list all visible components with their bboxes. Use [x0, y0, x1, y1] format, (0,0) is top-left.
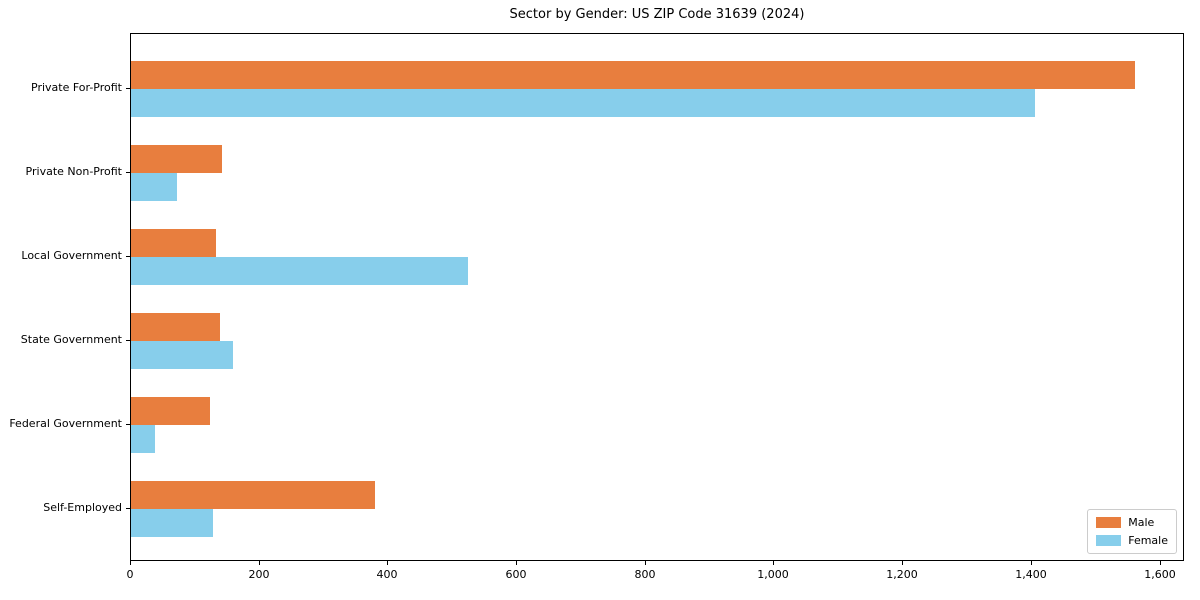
- bar-female-local-government: [131, 257, 468, 285]
- x-tick-mark-1600: [1160, 561, 1161, 565]
- y-tick-mark-state-government: [126, 340, 130, 341]
- legend-swatch-female: [1096, 535, 1122, 546]
- x-tick-label-0: 0: [126, 568, 134, 581]
- x-tick-label-1600: 1,600: [1144, 568, 1176, 581]
- y-tick-label-state-government: State Government: [20, 333, 122, 346]
- y-tick-mark-local-government: [126, 256, 130, 257]
- legend-item-female: Female: [1096, 534, 1168, 547]
- bar-female-federal-government: [131, 425, 155, 453]
- legend-label-male: Male: [1128, 516, 1155, 529]
- legend-item-male: Male: [1096, 516, 1168, 529]
- y-tick-label-private-non-profit: Private Non-Profit: [25, 165, 122, 178]
- bar-female-self-employed: [131, 509, 213, 537]
- x-tick-label-1400: 1,400: [1015, 568, 1047, 581]
- bar-male-private-for-profit: [131, 61, 1135, 89]
- bar-female-private-for-profit: [131, 89, 1035, 117]
- x-tick-mark-800: [645, 561, 646, 565]
- y-tick-mark-private-non-profit: [126, 172, 130, 173]
- x-tick-label-400: 400: [376, 568, 398, 581]
- x-tick-mark-1400: [1031, 561, 1032, 565]
- x-tick-label-200: 200: [248, 568, 270, 581]
- plot-area: Male Female: [130, 33, 1184, 561]
- y-tick-label-self-employed: Self-Employed: [43, 501, 122, 514]
- bar-male-private-non-profit: [131, 145, 222, 173]
- bar-male-self-employed: [131, 481, 375, 509]
- y-tick-mark-private-for-profit: [126, 88, 130, 89]
- x-tick-label-1200: 1,200: [886, 568, 918, 581]
- y-tick-label-federal-government: Federal Government: [9, 417, 122, 430]
- legend-label-female: Female: [1128, 534, 1168, 547]
- x-tick-mark-1000: [773, 561, 774, 565]
- bar-female-state-government: [131, 341, 233, 369]
- x-tick-mark-200: [259, 561, 260, 565]
- legend: Male Female: [1087, 509, 1177, 554]
- bar-male-local-government: [131, 229, 216, 257]
- x-tick-mark-1200: [902, 561, 903, 565]
- y-tick-mark-self-employed: [126, 508, 130, 509]
- y-tick-label-private-for-profit: Private For-Profit: [31, 81, 122, 94]
- x-tick-label-800: 800: [634, 568, 656, 581]
- y-tick-mark-federal-government: [126, 424, 130, 425]
- bar-male-state-government: [131, 313, 220, 341]
- x-tick-mark-400: [387, 561, 388, 565]
- x-tick-label-1000: 1,000: [757, 568, 789, 581]
- bar-male-federal-government: [131, 397, 210, 425]
- x-tick-mark-0: [130, 561, 131, 565]
- x-tick-mark-600: [516, 561, 517, 565]
- x-tick-label-600: 600: [505, 568, 527, 581]
- bar-female-private-non-profit: [131, 173, 177, 201]
- chart-title: Sector by Gender: US ZIP Code 31639 (202…: [509, 7, 805, 22]
- legend-swatch-male: [1096, 517, 1122, 528]
- y-tick-label-local-government: Local Government: [21, 249, 122, 262]
